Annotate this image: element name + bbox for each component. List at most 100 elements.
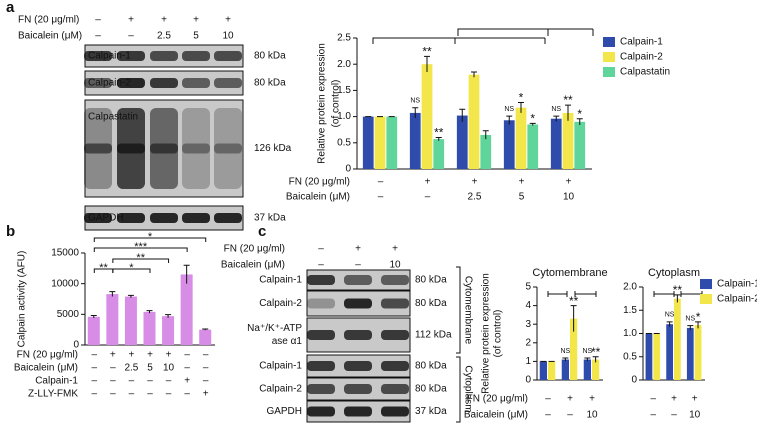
bar — [162, 316, 175, 345]
band-label: Calpain-2 — [259, 384, 302, 395]
band-size: 80 kDa — [415, 361, 447, 372]
bar — [694, 325, 702, 380]
section-bracket — [456, 266, 461, 423]
band-label: GAPDH — [266, 406, 302, 417]
blot-band — [307, 361, 335, 371]
blot-band — [344, 384, 372, 394]
x-row-value: 10 — [689, 410, 701, 421]
blot-band — [84, 213, 112, 223]
error-bar — [666, 321, 673, 327]
bar — [539, 361, 547, 380]
error-bar — [687, 325, 694, 331]
blot-row-value: 2.5 — [157, 31, 171, 42]
x-row-value: + — [203, 389, 209, 400]
bar — [106, 294, 119, 345]
y-axis-label: (of control) — [331, 80, 342, 128]
x-row-value: – — [147, 376, 153, 387]
blot-band — [381, 406, 409, 417]
bar — [362, 116, 374, 169]
significance-label: NS — [665, 312, 675, 319]
error-bar — [584, 357, 591, 362]
blot-band — [214, 213, 242, 223]
blot-smear — [117, 108, 145, 189]
x-row-value: – — [184, 389, 190, 400]
bracket — [93, 237, 207, 242]
x-row-label: Calpain-1 — [35, 376, 78, 387]
x-row-label: FN (20 μg/ml) — [289, 177, 350, 188]
bar — [527, 124, 539, 169]
error-bar — [482, 130, 489, 140]
x-row-value: – — [203, 376, 209, 387]
blot-band — [150, 213, 178, 223]
x-row-value: – — [184, 363, 190, 374]
x-row-value: + — [472, 177, 478, 188]
blot-smear — [150, 108, 178, 189]
band-size: 126 kDa — [254, 143, 292, 154]
x-row-value: – — [203, 350, 209, 361]
y-tick-label: 2.5 — [337, 33, 351, 44]
x-row-value: – — [545, 394, 551, 405]
band-label: Calpain-1 — [88, 51, 131, 62]
significance-label: ** — [434, 126, 444, 140]
bar — [409, 112, 421, 169]
y-tick-label: 0.5 — [337, 137, 351, 148]
error-bar — [674, 294, 681, 303]
bar — [503, 120, 515, 169]
error-bar — [435, 137, 442, 141]
error-bar — [459, 108, 466, 122]
blot-band — [381, 384, 409, 394]
y-tick-label: 10000 — [51, 278, 79, 289]
y-tick-label: 0 — [525, 375, 531, 386]
legend-label: Calpain-2 — [717, 294, 757, 305]
y-tick-label: 1.0 — [623, 328, 637, 339]
y-tick-label: 3 — [525, 319, 531, 330]
y-tick-label: 2.0 — [623, 282, 637, 293]
blot-smear — [182, 108, 210, 189]
y-tick-label: 1.5 — [623, 305, 637, 316]
x-row-value: + — [567, 394, 573, 405]
legend-swatch — [603, 52, 615, 62]
bar — [199, 329, 212, 345]
bar — [386, 116, 398, 169]
blot-row-value: + — [128, 15, 134, 26]
bar — [433, 139, 445, 169]
blot-band — [344, 298, 372, 309]
blot-band — [117, 213, 145, 223]
x-row-value: – — [378, 177, 384, 188]
significance-label: NS — [561, 348, 571, 355]
blot-row-value: + — [193, 15, 199, 26]
x-row-label: Baicalein (μM) — [286, 192, 350, 203]
bar — [645, 333, 653, 380]
blot-band — [150, 78, 178, 88]
y-tick-label: 0.5 — [623, 351, 637, 362]
panel-label: b — [6, 223, 15, 240]
band-size: 80 kDa — [415, 298, 447, 309]
x-row-value: + — [425, 177, 431, 188]
bracket — [372, 37, 546, 44]
legend-swatch — [603, 37, 615, 47]
chart-title: Cytomembrane — [532, 267, 607, 279]
bracket — [653, 291, 703, 297]
x-row-value: – — [567, 410, 573, 421]
x-row-value: + — [519, 177, 525, 188]
blot-band — [84, 78, 112, 88]
blot-row-value: – — [95, 31, 101, 42]
legend-swatch — [603, 67, 615, 77]
error-bar — [553, 115, 560, 122]
y-axis-label: Calpain activity (AFU) — [17, 251, 28, 348]
band-size: 37 kDa — [415, 406, 447, 417]
x-row-value: – — [110, 376, 116, 387]
x-row-label: Baicalein (μM) — [464, 410, 528, 421]
error-bar — [127, 294, 134, 298]
bracket-label: *** — [134, 241, 148, 253]
band-label: Calpain-1 — [259, 361, 302, 372]
bar — [562, 112, 574, 169]
y-tick-label: 0 — [631, 375, 637, 386]
bar — [87, 316, 100, 345]
legend-label: Calpastatin — [620, 67, 670, 78]
x-row-value: + — [184, 376, 190, 387]
bar — [374, 116, 386, 169]
x-row-value: – — [651, 410, 657, 421]
blot-row-value: – — [128, 31, 134, 42]
